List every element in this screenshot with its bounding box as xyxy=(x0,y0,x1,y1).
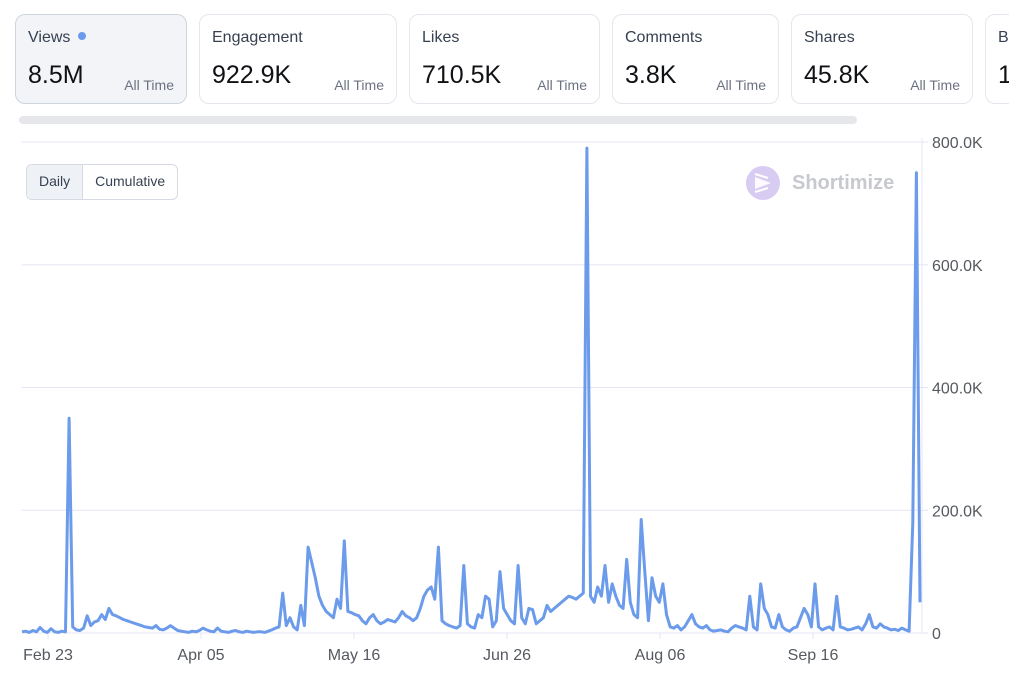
x-tick-label: Aug 06 xyxy=(635,647,686,664)
metric-card-shares[interactable]: Shares 45.8K All Time xyxy=(791,14,973,104)
x-axis-ticks: Feb 23 Apr 05 May 16 Jun 26 Aug 06 Sep 16 xyxy=(23,633,838,664)
metric-period: All Time xyxy=(334,77,384,93)
metric-value: 922.9K xyxy=(212,61,292,89)
active-dot-icon xyxy=(78,32,87,40)
shortimize-logo-icon xyxy=(746,166,780,200)
metric-card-engagement[interactable]: Engagement 922.9K All Time xyxy=(199,14,397,104)
watermark: Shortimize xyxy=(746,166,894,200)
cumulative-button[interactable]: Cumulative xyxy=(95,173,166,189)
metric-period: All Time xyxy=(537,77,587,93)
metric-value: 8.5M xyxy=(28,61,84,89)
metric-label: Likes xyxy=(422,29,460,46)
metric-card-partial[interactable]: B 1 xyxy=(985,14,1009,104)
metric-card-views[interactable]: Views 8.5M All Time xyxy=(15,14,187,104)
y-tick-label: 800.0K xyxy=(932,135,983,152)
views-line-chart: 0 200.0K 400.0K 600.0K 800.0K Feb 23 Apr 05 Ma… xyxy=(21,135,983,664)
y-tick-label: 400.0K xyxy=(932,381,983,398)
y-tick-label: 0 xyxy=(932,626,941,643)
metric-cards: Views 8.5M All Time Engagement 922.9K Al… xyxy=(15,14,1009,106)
metric-label: Engagement xyxy=(212,29,303,46)
daily-button[interactable]: Daily xyxy=(27,165,84,199)
chart-gridlines xyxy=(22,138,928,634)
metric-label: Comments xyxy=(625,29,703,46)
metric-value: 3.8K xyxy=(625,61,677,89)
y-tick-label: 200.0K xyxy=(932,503,983,520)
y-tick-label: 600.0K xyxy=(932,258,983,275)
metric-value: 45.8K xyxy=(804,61,870,89)
views-series-line xyxy=(21,146,922,634)
horizontal-scrollbar[interactable] xyxy=(19,116,857,124)
metric-period: All Time xyxy=(910,77,960,93)
metric-card-likes[interactable]: Likes 710.5K All Time xyxy=(409,14,600,104)
watermark-text: Shortimize xyxy=(792,171,895,194)
y-axis-ticks: 0 200.0K 400.0K 600.0K 800.0K xyxy=(932,135,983,643)
metric-label: Views xyxy=(28,29,87,47)
x-tick-label: Jun 26 xyxy=(483,647,531,664)
x-tick-label: Apr 05 xyxy=(177,647,224,664)
metric-card-comments[interactable]: Comments 3.8K All Time xyxy=(612,14,779,104)
x-tick-label: May 16 xyxy=(328,647,381,664)
x-tick-label: Feb 23 xyxy=(23,647,73,664)
metric-period: All Time xyxy=(716,77,766,93)
metric-value: 710.5K xyxy=(422,61,502,89)
x-tick-label: Sep 16 xyxy=(788,647,839,664)
metric-label: B xyxy=(998,29,1009,46)
metric-value: 1 xyxy=(998,61,1009,89)
metric-label: Shares xyxy=(804,29,855,46)
daily-cumulative-toggle: Daily Cumulative xyxy=(26,164,179,200)
metric-period: All Time xyxy=(124,77,174,93)
